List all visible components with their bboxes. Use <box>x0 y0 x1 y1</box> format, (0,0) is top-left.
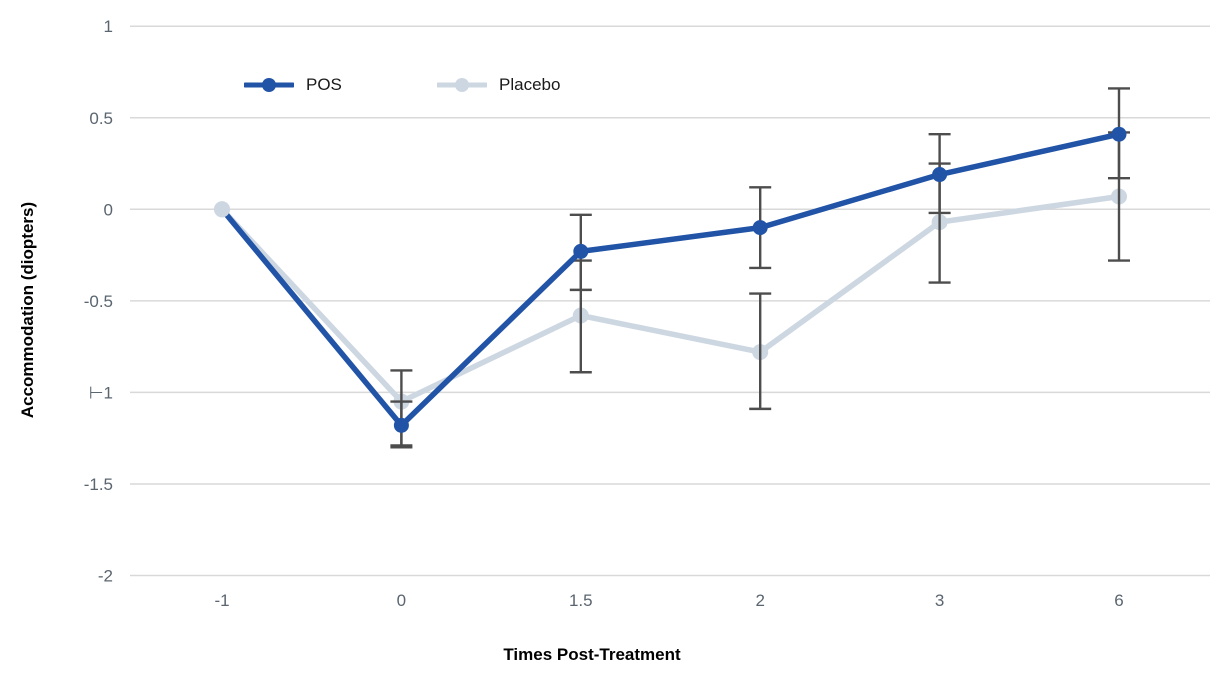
legend-label-placebo: Placebo <box>499 75 561 94</box>
pos-marker <box>1111 126 1127 142</box>
placebo-legend-marker-icon <box>437 78 487 92</box>
legend-item-placebo: Placebo <box>437 75 561 94</box>
placebo-line <box>219 193 1122 405</box>
y-tick-label: 0 <box>104 200 113 219</box>
y-tick-label: -0.5 <box>84 292 113 311</box>
placebo-marker <box>214 201 230 218</box>
y-tick-label: -2 <box>98 567 113 586</box>
y-tick-label: -1.5 <box>84 475 113 494</box>
pos-marker <box>932 167 948 183</box>
pos-marker <box>752 220 768 236</box>
y-tick-label: ⊢1 <box>89 383 113 402</box>
x-axis-title: Times Post-Treatment <box>503 645 681 664</box>
x-tick-label: 0 <box>397 591 406 610</box>
legend-item-pos: POS <box>244 75 342 94</box>
x-tick-label: -1 <box>214 591 229 610</box>
y-tick-label: 1 <box>104 17 113 36</box>
legend-label-pos: POS <box>306 75 342 94</box>
pos-marker <box>393 417 409 433</box>
pos-marker <box>573 243 589 259</box>
x-tick-label: 2 <box>755 591 764 610</box>
x-tick-label: 1.5 <box>569 591 593 610</box>
x-tick-label: 6 <box>1114 591 1123 610</box>
y-axis-title: Accommodation (diopters) <box>18 201 37 419</box>
pos-line <box>219 131 1122 429</box>
pos-legend-marker-icon <box>244 78 294 92</box>
x-tick-label: 3 <box>935 591 944 610</box>
y-tick-label: 0.5 <box>89 109 113 128</box>
